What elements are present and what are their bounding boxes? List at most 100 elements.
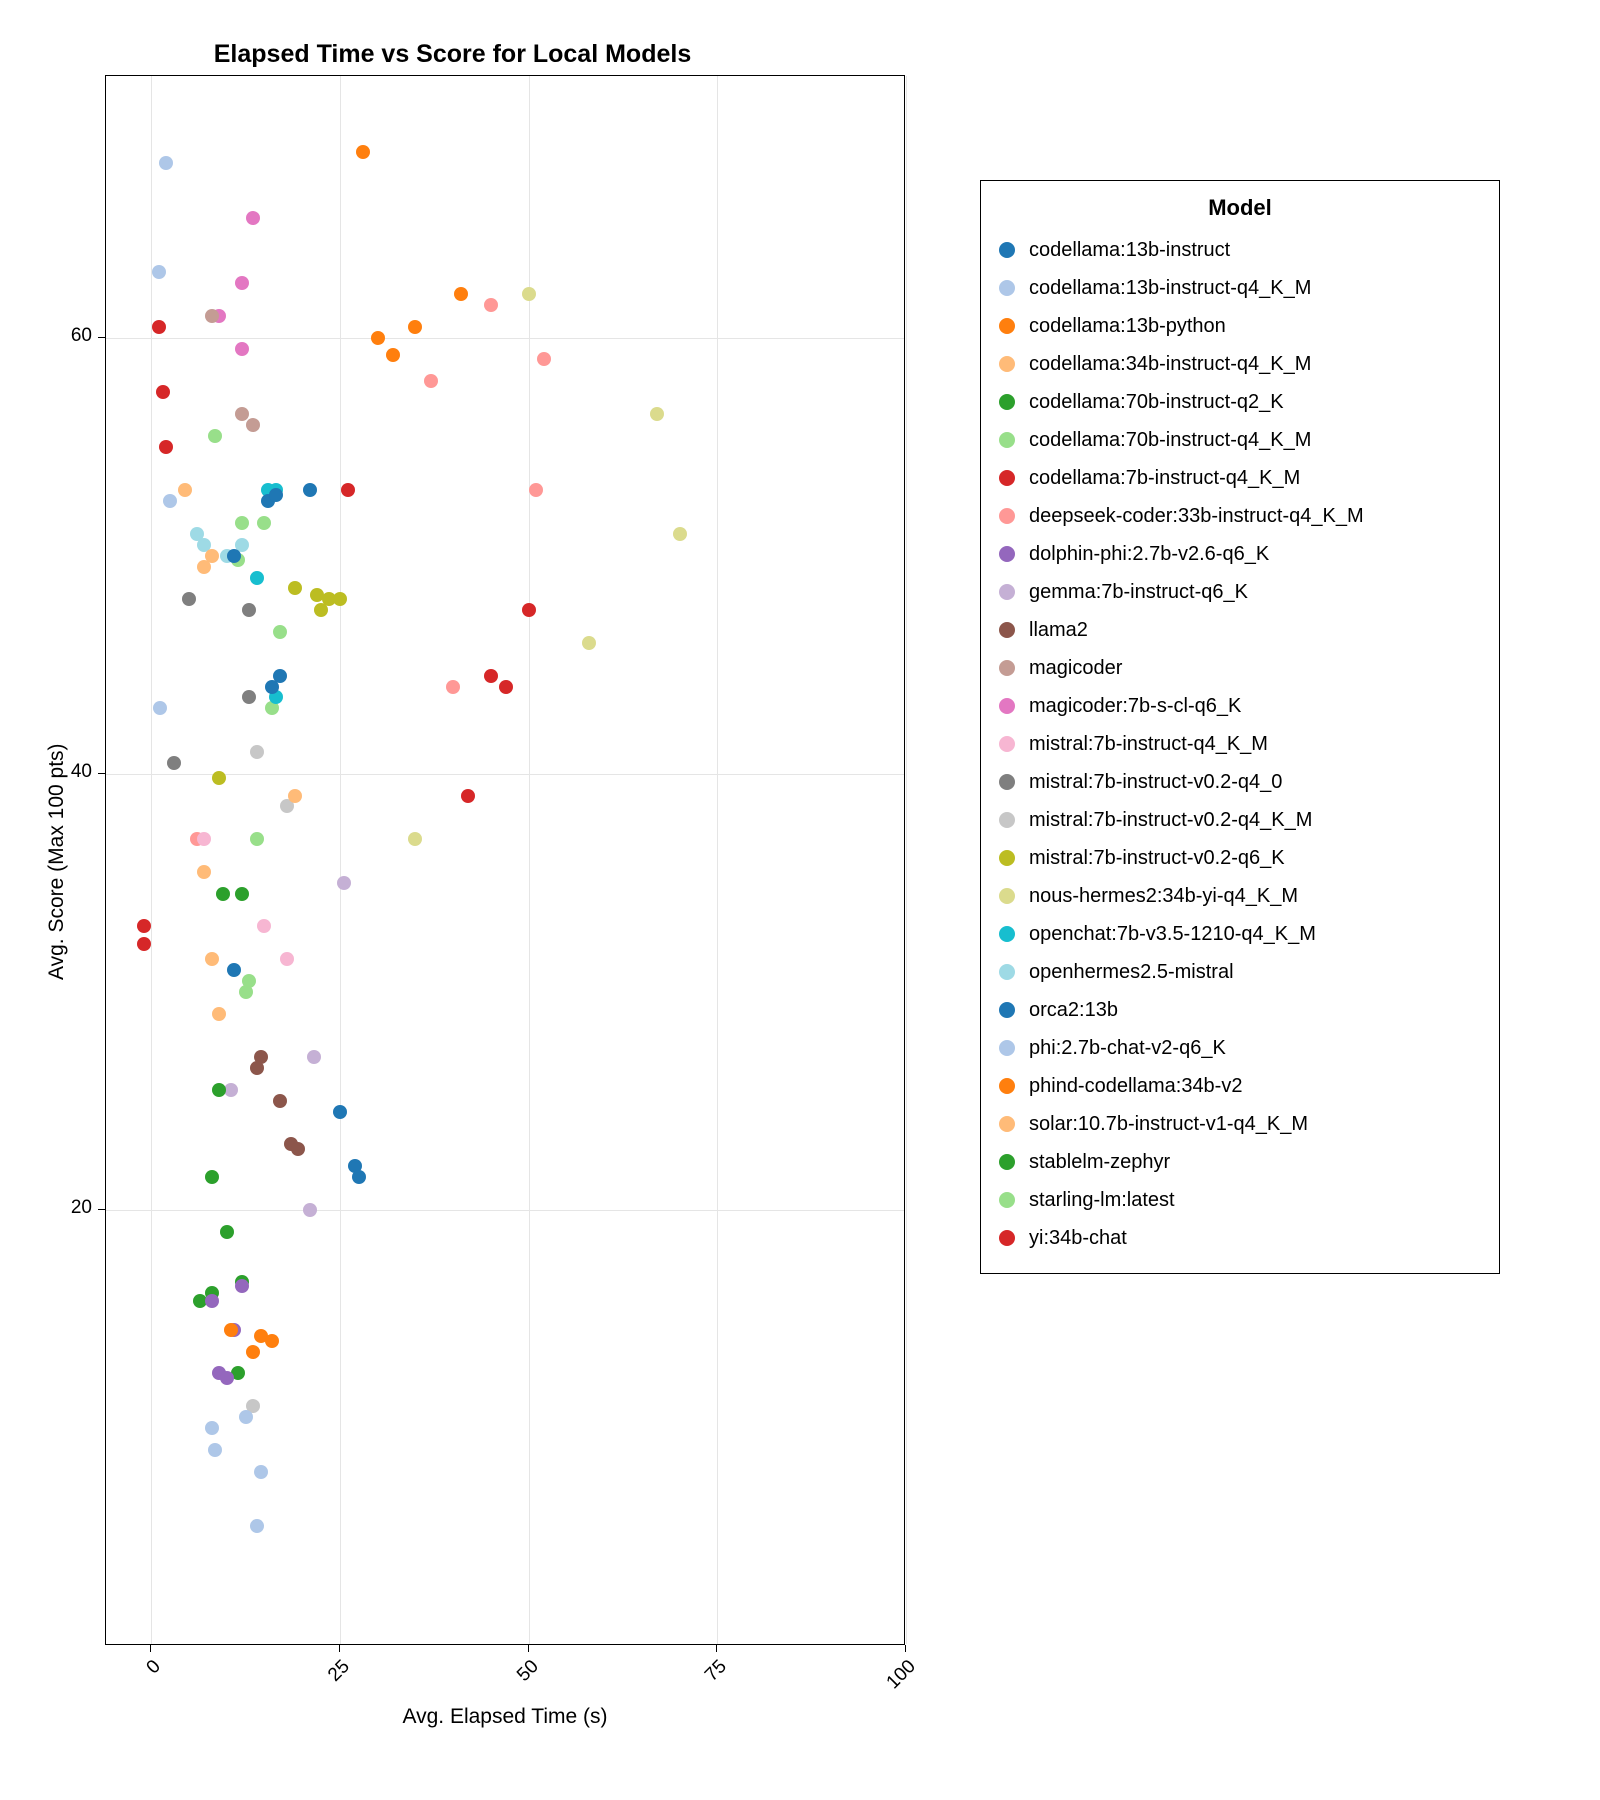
data-point xyxy=(650,407,664,421)
data-point xyxy=(235,1279,249,1293)
legend-label: codellama:13b-instruct xyxy=(1029,239,1481,262)
x-axis-title: Avg. Elapsed Time (s) xyxy=(105,1705,905,1729)
legend-swatch xyxy=(999,964,1015,980)
y-tick-label: 40 xyxy=(71,761,92,783)
data-point xyxy=(205,1294,219,1308)
data-point xyxy=(257,516,271,530)
data-point xyxy=(446,680,460,694)
data-point xyxy=(499,680,513,694)
legend-label: phind-codellama:34b-v2 xyxy=(1029,1075,1481,1098)
grid-line-v xyxy=(340,76,341,1644)
data-point xyxy=(265,680,279,694)
x-tick-label: 0 xyxy=(143,1656,166,1679)
data-point xyxy=(673,527,687,541)
data-point xyxy=(291,1142,305,1156)
legend-swatch xyxy=(999,1078,1015,1094)
legend-label: mistral:7b-instruct-v0.2-q4_K_M xyxy=(1029,809,1481,832)
data-point xyxy=(205,1421,219,1435)
data-point xyxy=(408,320,422,334)
legend-label: codellama:70b-instruct-q4_K_M xyxy=(1029,429,1481,452)
legend-swatch xyxy=(999,1116,1015,1132)
legend-swatch xyxy=(999,356,1015,372)
x-tick-label: 50 xyxy=(513,1656,544,1687)
data-point xyxy=(254,1050,268,1064)
data-point xyxy=(522,287,536,301)
legend-swatch xyxy=(999,1154,1015,1170)
data-point xyxy=(212,771,226,785)
data-point xyxy=(159,156,173,170)
data-point xyxy=(250,832,264,846)
data-point xyxy=(220,1225,234,1239)
x-tick xyxy=(528,1645,529,1652)
legend-item: solar:10.7b-instruct-v1-q4_K_M xyxy=(999,1105,1481,1143)
data-point xyxy=(303,483,317,497)
legend-swatch xyxy=(999,812,1015,828)
data-point xyxy=(254,1465,268,1479)
legend-label: solar:10.7b-instruct-v1-q4_K_M xyxy=(1029,1113,1481,1136)
legend-item: llama2 xyxy=(999,611,1481,649)
grid-line-h xyxy=(106,338,904,339)
x-tick xyxy=(339,1645,340,1652)
legend-item: phind-codellama:34b-v2 xyxy=(999,1067,1481,1105)
legend-item: codellama:70b-instruct-q4_K_M xyxy=(999,421,1481,459)
legend-swatch xyxy=(999,584,1015,600)
data-point xyxy=(208,429,222,443)
legend-label: stablelm-zephyr xyxy=(1029,1151,1481,1174)
legend-item: codellama:7b-instruct-q4_K_M xyxy=(999,459,1481,497)
data-point xyxy=(242,690,256,704)
data-point xyxy=(352,1170,366,1184)
legend-swatch xyxy=(999,622,1015,638)
data-point xyxy=(205,952,219,966)
data-point xyxy=(235,276,249,290)
data-point xyxy=(280,952,294,966)
legend-swatch xyxy=(999,1040,1015,1056)
data-point xyxy=(205,1170,219,1184)
data-point xyxy=(529,483,543,497)
legend-label: gemma:7b-instruct-q6_K xyxy=(1029,581,1481,604)
data-point xyxy=(356,145,370,159)
data-point xyxy=(341,483,355,497)
legend-swatch xyxy=(999,546,1015,562)
data-point xyxy=(178,483,192,497)
legend-item: mistral:7b-instruct-v0.2-q4_K_M xyxy=(999,801,1481,839)
legend-label: starling-lm:latest xyxy=(1029,1189,1481,1212)
data-point xyxy=(246,211,260,225)
x-tick xyxy=(150,1645,151,1652)
legend-item: yi:34b-chat xyxy=(999,1219,1481,1257)
legend-item: openhermes2.5-mistral xyxy=(999,953,1481,991)
legend-item: gemma:7b-instruct-q6_K xyxy=(999,573,1481,611)
legend-swatch xyxy=(999,926,1015,942)
data-point xyxy=(182,592,196,606)
chart-title: Elapsed Time vs Score for Local Models xyxy=(0,40,905,69)
data-point xyxy=(333,592,347,606)
legend-swatch xyxy=(999,394,1015,410)
grid-line-h xyxy=(106,1210,904,1211)
legend-swatch xyxy=(999,470,1015,486)
data-point xyxy=(235,407,249,421)
data-point xyxy=(212,1083,226,1097)
legend-swatch xyxy=(999,280,1015,296)
legend-label: deepseek-coder:33b-instruct-q4_K_M xyxy=(1029,505,1481,528)
grid-line-v xyxy=(529,76,530,1644)
legend-item: nous-hermes2:34b-yi-q4_K_M xyxy=(999,877,1481,915)
legend-item: dolphin-phi:2.7b-v2.6-q6_K xyxy=(999,535,1481,573)
data-point xyxy=(454,287,468,301)
legend-label: orca2:13b xyxy=(1029,999,1481,1022)
data-point xyxy=(197,832,211,846)
data-point xyxy=(167,756,181,770)
data-point xyxy=(269,488,283,502)
legend-label: codellama:34b-instruct-q4_K_M xyxy=(1029,353,1481,376)
legend-swatch xyxy=(999,242,1015,258)
legend-item: deepseek-coder:33b-instruct-q4_K_M xyxy=(999,497,1481,535)
x-tick-label: 75 xyxy=(701,1656,732,1687)
legend-title: Model xyxy=(999,195,1481,221)
data-point xyxy=(137,919,151,933)
data-point xyxy=(156,385,170,399)
legend-label: openchat:7b-v3.5-1210-q4_K_M xyxy=(1029,923,1481,946)
y-tick xyxy=(98,337,105,338)
legend-label: openhermes2.5-mistral xyxy=(1029,961,1481,984)
legend-item: stablelm-zephyr xyxy=(999,1143,1481,1181)
plot-panel xyxy=(105,75,905,1645)
y-tick xyxy=(98,1209,105,1210)
legend-item: codellama:13b-instruct-q4_K_M xyxy=(999,269,1481,307)
